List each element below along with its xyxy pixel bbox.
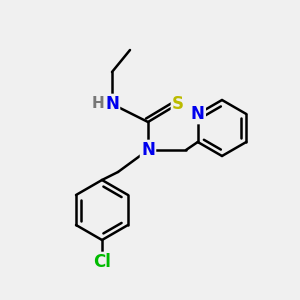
Text: Cl: Cl — [93, 253, 111, 271]
Text: N: N — [105, 95, 119, 113]
Text: N: N — [141, 141, 155, 159]
Text: H: H — [92, 97, 104, 112]
Text: S: S — [172, 95, 184, 113]
Text: N: N — [191, 105, 205, 123]
